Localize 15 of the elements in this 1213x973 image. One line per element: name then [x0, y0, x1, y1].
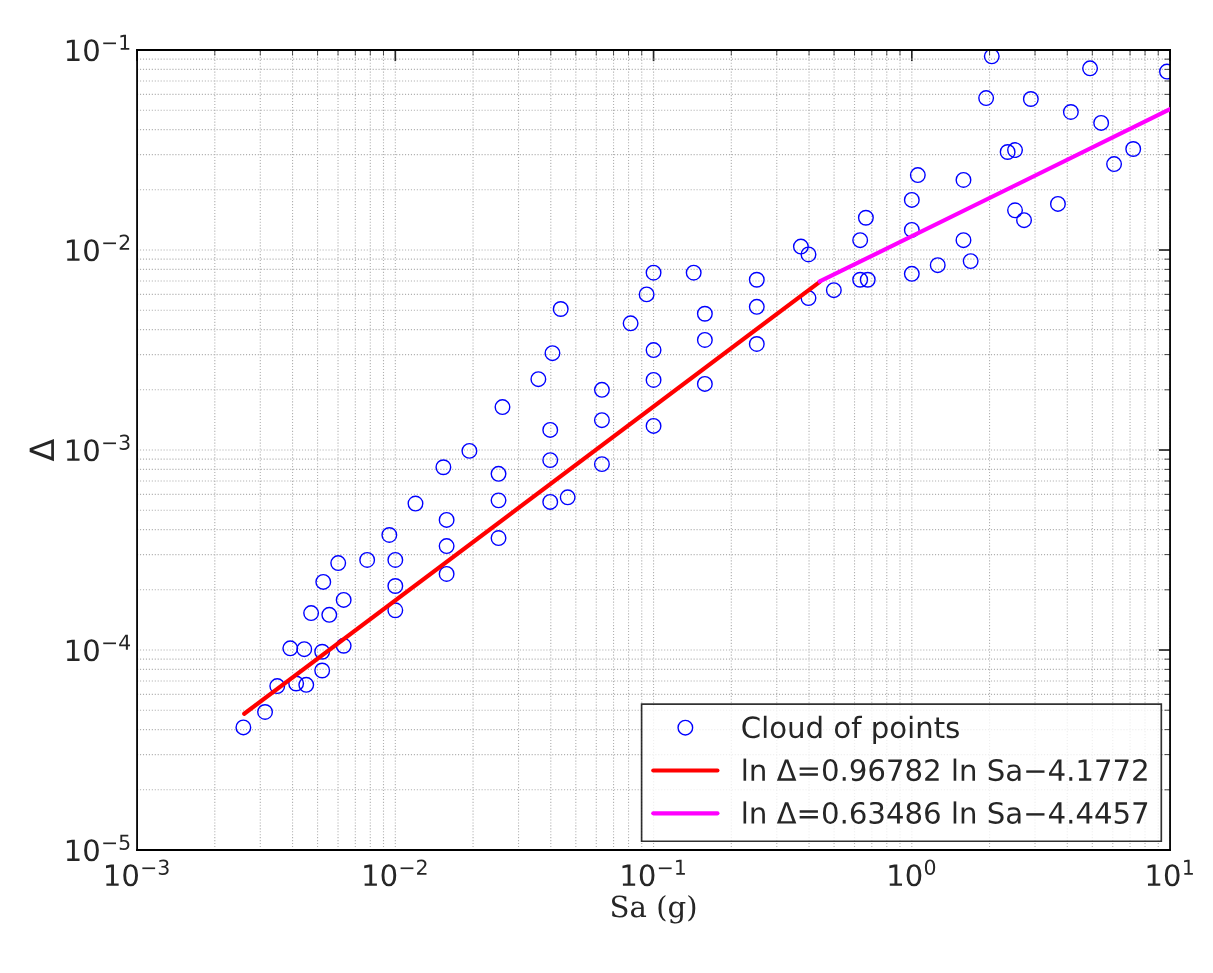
x-tick-label: 10$^{−1}$: [622, 859, 685, 887]
y-tick-label: 10$^{−2}$: [66, 234, 130, 262]
y-tick-label: 10$^{−1}$: [66, 34, 130, 62]
x-tick-label: 10$^{1}$: [1147, 859, 1193, 887]
legend-label: ln Δ=0.63486 ln Sa−4.4457: [743, 801, 1148, 824]
x-tick-label: 10$^{−2}$: [364, 859, 427, 887]
y-axis-title: Δ: [29, 438, 54, 462]
x-tick-label: 10$^{−3}$: [106, 859, 169, 887]
x-axis-title: Sa (g): [611, 894, 696, 924]
x-tick-label: 10$^{0}$: [889, 859, 936, 887]
legend-label: Cloud of points: [742, 715, 959, 744]
y-tick-label: 10$^{−3}$: [66, 434, 130, 462]
legend-label: ln Δ=0.96782 ln Sa−4.1772: [743, 758, 1147, 782]
y-tick-label: 10$^{−5}$: [66, 834, 130, 862]
y-tick-label: 10$^{−4}$: [66, 634, 131, 662]
